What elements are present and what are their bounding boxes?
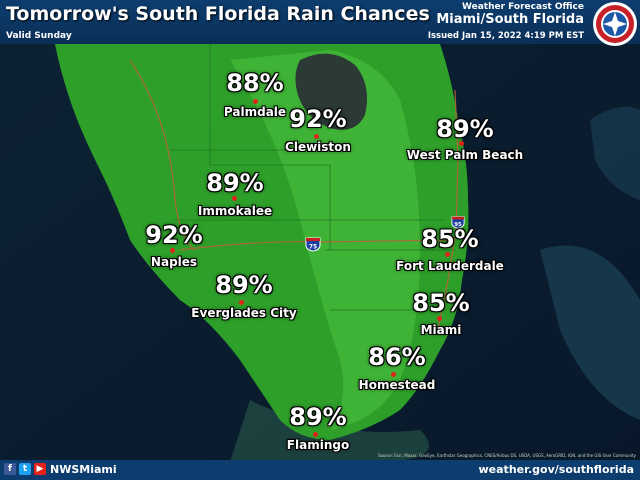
city-name: Clewiston (285, 140, 351, 154)
rain-chance: 85% (421, 225, 479, 253)
social-links: f t ▶ (4, 463, 46, 475)
city-palmdale: 88% Palmdale (224, 70, 286, 119)
website-link[interactable]: weather.gov/southflorida (478, 463, 634, 476)
rain-chance: 89% (436, 115, 494, 143)
city-everglades-city: 89% Everglades City (191, 272, 296, 320)
office-subtitle: Weather Forecast Office (461, 2, 584, 12)
i75-shield: 75 (305, 236, 321, 256)
city-dot-flamingo (313, 432, 318, 437)
city-name: Miami (420, 323, 462, 337)
header-bar: Tomorrow's South Florida Rain Chances Va… (0, 0, 640, 46)
city-homestead: 86% Homestead (359, 344, 436, 392)
lake-okeechobee (295, 53, 368, 130)
city-name: Immokalee (197, 204, 273, 218)
city-dot-everglades-city (239, 300, 244, 305)
social-handle: NWSMiami (50, 463, 117, 476)
city-dot-homestead (391, 372, 396, 377)
city-miami: 85% Miami (412, 290, 469, 337)
city-west-palm-beach: 89% West Palm Beach (407, 116, 523, 162)
facebook-icon[interactable]: f (4, 463, 16, 475)
rain-chance: 89% (289, 403, 347, 431)
rain-chance: 89% (206, 169, 264, 197)
city-naples: 92% Naples (145, 222, 202, 269)
city-fort-lauderdale: 85% Fort Lauderdale (396, 226, 504, 273)
rain-chance: 85% (412, 289, 470, 317)
rain-chance: 92% (145, 221, 203, 249)
i95-shield: 95 (451, 214, 465, 233)
noaa-nws-logo (593, 2, 637, 46)
city-name: West Palm Beach (406, 148, 524, 162)
footer-bar: f t ▶ NWSMiami weather.gov/southflorida (0, 460, 640, 480)
page-title: Tomorrow's South Florida Rain Chances (6, 3, 430, 25)
rain-chance: 88% (226, 69, 284, 97)
city-immokalee: 89% Immokalee (198, 170, 272, 218)
valid-label: Valid Sunday (6, 31, 72, 41)
city-name: Palmdale (223, 105, 287, 119)
city-dot-palmdale (253, 99, 258, 104)
city-dot-fort-lauderdale (445, 252, 450, 257)
rain-chance: 92% (289, 105, 347, 133)
map-source-credit: Source: Esri, Maxar, GeoEye, Earthstar G… (377, 453, 636, 458)
city-dot-west-palm-beach (459, 141, 464, 146)
i95-label: 95 (454, 222, 462, 228)
city-name: Flamingo (286, 438, 350, 452)
rain-chance: 86% (368, 343, 426, 371)
city-dot-immokalee (232, 196, 237, 201)
city-clewiston: 92% Clewiston (285, 106, 351, 154)
city-name: Fort Lauderdale (396, 259, 504, 273)
city-name: Naples (150, 255, 198, 269)
city-name: Homestead (358, 378, 436, 392)
city-dot-miami (437, 316, 442, 321)
youtube-icon[interactable]: ▶ (34, 463, 46, 475)
rain-chance: 89% (215, 271, 273, 299)
twitter-icon[interactable]: t (19, 463, 31, 475)
city-flamingo: 89% Flamingo (287, 404, 349, 452)
office-name: Miami/South Florida (436, 12, 584, 27)
city-name: Everglades City (191, 306, 297, 320)
city-dot-naples (170, 248, 175, 253)
city-dot-clewiston (314, 134, 319, 139)
issued-timestamp: Issued Jan 15, 2022 4:19 PM EST (427, 31, 584, 41)
i75-label: 75 (309, 244, 317, 251)
